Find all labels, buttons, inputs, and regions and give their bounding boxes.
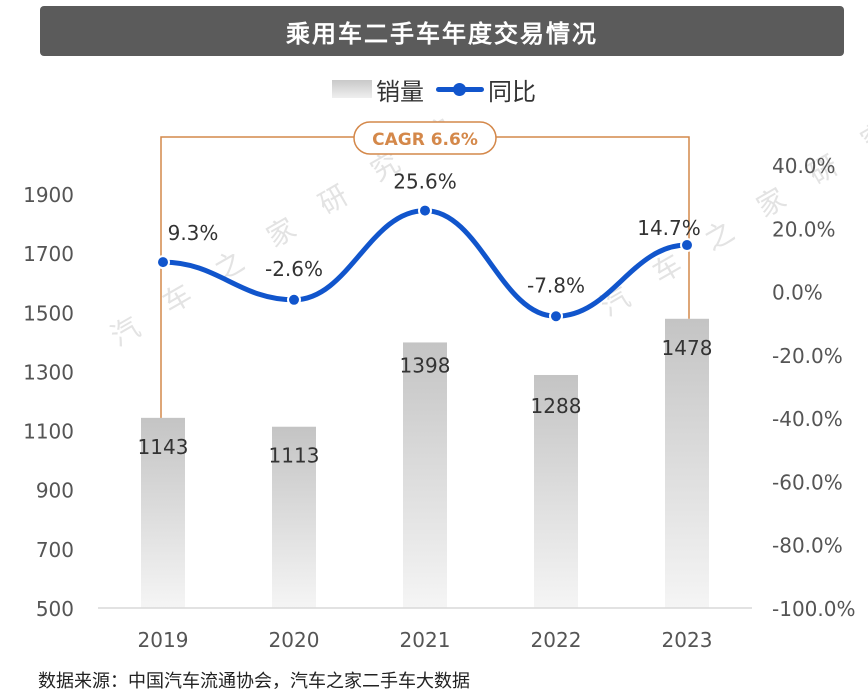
bar-label-2022: 1288	[531, 394, 582, 418]
x-tick-label-2019: 2019	[138, 628, 189, 652]
bar-label-2019: 1143	[138, 435, 189, 459]
watermark-glyph: 究	[855, 115, 868, 158]
right-tick-label--80: -80.0%	[772, 534, 843, 558]
yoy-point-2022	[549, 309, 563, 324]
right-tick-label-40: 40.0%	[772, 154, 836, 178]
legend: 销量 同比	[0, 74, 868, 106]
bar-2020	[272, 426, 316, 608]
yoy-point-2019	[156, 255, 170, 270]
line-label-2021: 25.6%	[393, 170, 457, 194]
line-label-2023: 14.7%	[637, 216, 701, 240]
bar-2022	[534, 374, 578, 608]
x-tick-label-2021: 2021	[400, 628, 451, 652]
right-tick-label--100: -100.0%	[772, 597, 855, 621]
right-tick-label-20: 20.0%	[772, 217, 836, 241]
bar-2019	[141, 417, 185, 608]
left-tick-label-1500: 1500	[23, 301, 74, 325]
watermark-glyph: 之	[699, 214, 740, 257]
line-label-2022: -7.8%	[527, 273, 585, 297]
yoy-point-2023	[680, 238, 694, 253]
bar-2023	[665, 318, 709, 608]
watermark-glyph: 家	[261, 211, 302, 254]
legend-line-swatch	[436, 80, 484, 98]
legend-bar-label: 销量	[376, 77, 424, 106]
legend-bar-swatch	[332, 80, 372, 98]
chart-title: 乘用车二手车年度交易情况	[40, 6, 844, 56]
left-tick-label-1700: 1700	[23, 242, 74, 266]
right-tick-label--60: -60.0%	[772, 470, 843, 494]
legend-line-label: 同比	[488, 77, 536, 106]
left-tick-label-700: 700	[36, 538, 74, 562]
yoy-point-2020	[287, 292, 301, 307]
watermark-glyph: 研	[313, 178, 354, 221]
cagr-badge	[353, 121, 497, 155]
line-label-2020: -2.6%	[265, 257, 323, 281]
x-tick-label-2022: 2022	[531, 628, 582, 652]
left-tick-label-1100: 1100	[23, 420, 74, 444]
right-tick-label--20: -20.0%	[772, 344, 843, 368]
left-tick-label-1300: 1300	[23, 360, 74, 384]
bar-label-2021: 1398	[400, 353, 451, 377]
left-tick-label-900: 900	[36, 479, 74, 503]
watermark-glyph: 车	[157, 277, 198, 320]
right-tick-label--40: -40.0%	[772, 407, 843, 431]
right-tick-label-0: 0.0%	[772, 281, 823, 305]
bar-2021	[403, 342, 447, 608]
bar-label-2020: 1113	[269, 444, 320, 468]
x-tick-label-2023: 2023	[662, 628, 713, 652]
left-tick-label-1900: 1900	[23, 183, 74, 207]
cagr-label: CAGR 6.6%	[372, 130, 478, 150]
line-label-2019: 9.3%	[168, 221, 219, 245]
watermark-glyph: 汽	[105, 310, 146, 353]
yoy-point-2021	[418, 203, 432, 218]
x-tick-label-2020: 2020	[269, 628, 320, 652]
bar-label-2023: 1478	[662, 336, 713, 360]
source-note: 数据来源：中国汽车流通协会，汽车之家二手车大数据	[38, 671, 470, 692]
left-tick-label-500: 500	[36, 597, 74, 621]
